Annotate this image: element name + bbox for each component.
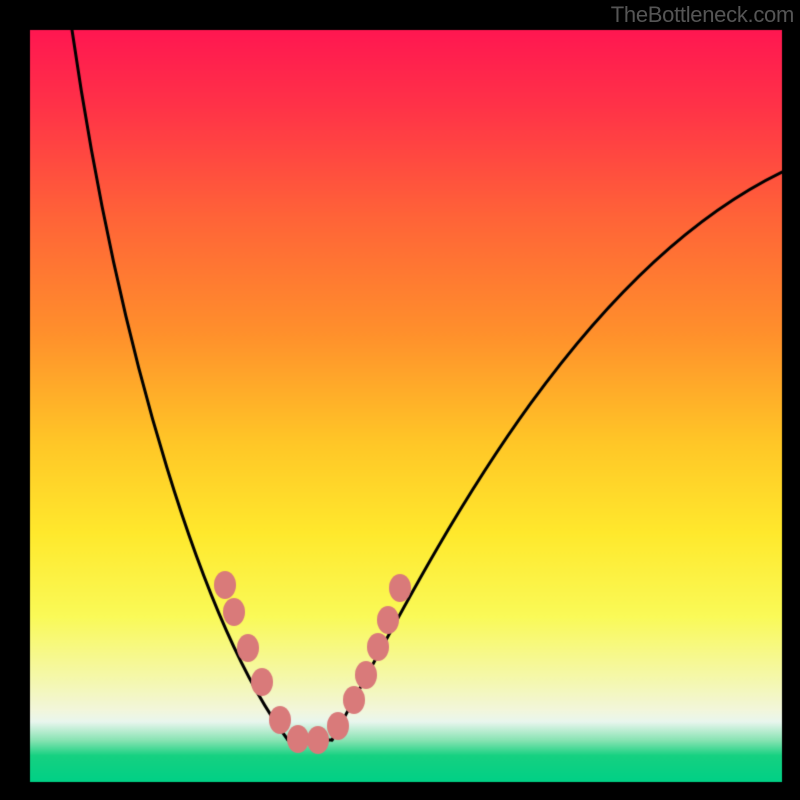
bottleneck-chart-canvas	[0, 0, 800, 800]
chart-container: TheBottleneck.com	[0, 0, 800, 800]
